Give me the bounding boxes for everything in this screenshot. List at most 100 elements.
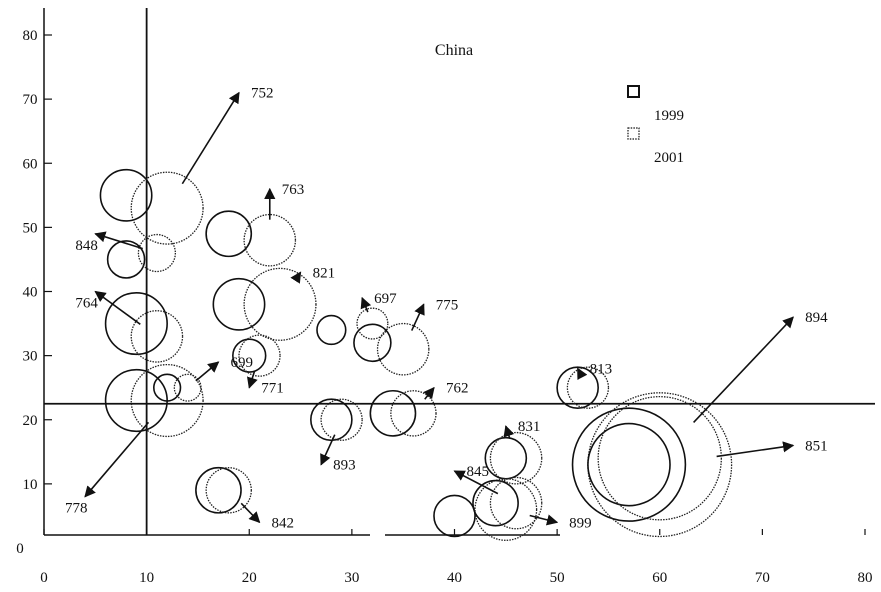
bubble-2001-763 — [243, 213, 297, 267]
legend: 1999 2001 — [627, 85, 684, 166]
bubble-1999-813 — [556, 366, 599, 410]
arrow-771 — [246, 371, 258, 389]
x-tick-label-70: 70 — [755, 570, 770, 586]
bubble-2001-893 — [320, 398, 363, 441]
legend-label-1999: 1999 — [654, 108, 684, 124]
chart-title: China — [435, 42, 473, 59]
arrow-775 — [410, 303, 425, 331]
bubble-2001-821 — [243, 267, 317, 341]
arrow-764 — [94, 290, 141, 325]
bubble-2001-851 — [587, 392, 733, 538]
point-labels: 752 763 848 821 764 697 775 771 699 778 893 762 813 8… — [65, 86, 828, 532]
bubble-1999-752 — [99, 168, 153, 222]
bubble-2001-778 — [130, 363, 204, 438]
bubble-1999-831 — [484, 436, 528, 480]
arrow-899 — [529, 514, 559, 526]
bubble-1999-762 — [369, 389, 417, 437]
point-label-764: 764 — [75, 296, 98, 312]
point-label-697: 697 — [374, 291, 397, 307]
bubble-1999-697 — [316, 314, 347, 346]
point-label-778: 778 — [65, 501, 88, 517]
arrow-893 — [320, 434, 336, 466]
bubble-1999-845 — [472, 479, 519, 527]
point-label-894: 894 — [805, 310, 828, 326]
bubble-2001-697 — [356, 307, 389, 340]
x-tick-label-40: 40 — [447, 570, 462, 586]
bubble-1999-821 — [212, 277, 266, 331]
y-tick-label-80: 80 — [23, 28, 38, 44]
legend-label-2001: 2001 — [654, 150, 684, 166]
bubbles — [99, 168, 733, 541]
y-tick-label-10: 10 — [23, 477, 38, 493]
point-label-845: 845 — [467, 464, 490, 480]
x-tick-label-0: 0 — [40, 570, 48, 586]
bubble-2001-762 — [390, 390, 437, 437]
arrow-842 — [240, 502, 261, 524]
bubble-2001-894 — [597, 395, 722, 521]
point-label-848: 848 — [75, 238, 98, 254]
point-label-813: 813 — [590, 361, 613, 377]
arrow-699 — [195, 361, 220, 382]
arrow-778 — [84, 421, 150, 498]
bubble-2001-848 — [137, 233, 177, 273]
bubble-2001-842 — [205, 467, 252, 514]
x-tick-label-10: 10 — [139, 570, 154, 586]
arrow-752 — [181, 91, 240, 185]
x-tick-label-50: 50 — [550, 570, 565, 586]
y-tick-label-40: 40 — [23, 285, 38, 301]
bubble-2001-813 — [566, 366, 610, 409]
bubble-1999-851 — [571, 407, 687, 522]
bubble-2001-764 — [130, 310, 184, 363]
point-label-831: 831 — [518, 419, 541, 435]
legend-marker-2001 — [627, 127, 640, 140]
point-label-842: 842 — [272, 515, 295, 531]
bubble-2001-771 — [238, 334, 281, 377]
arrow-894 — [693, 316, 794, 423]
bubble-1999-778 — [104, 368, 168, 433]
point-label-762: 762 — [446, 381, 469, 397]
bubble-2001-845 — [489, 476, 543, 530]
x-tick-label-20: 20 — [242, 570, 257, 586]
bubble-1999-894 — [587, 422, 671, 507]
y-origin-label: 0 — [16, 541, 24, 557]
arrow-762 — [423, 386, 435, 400]
axes: 10 20 30 40 50 60 70 80 00 10 20 30 40 50 60 70 80 — [16, 8, 873, 586]
point-label-851: 851 — [805, 438, 828, 454]
bubble-1999-899 — [433, 494, 476, 538]
point-label-821: 821 — [313, 265, 336, 281]
x-tick-label-60: 60 — [652, 570, 667, 586]
bubble-2001-831 — [489, 431, 543, 485]
reference-lines — [44, 8, 875, 535]
arrow-851 — [716, 441, 795, 458]
legend-marker-1999 — [627, 85, 640, 98]
y-tick-label-60: 60 — [23, 156, 38, 172]
bubble-2001-699 — [173, 373, 202, 402]
point-label-763: 763 — [282, 182, 305, 198]
y-tick-label-30: 30 — [23, 349, 38, 365]
point-label-752: 752 — [251, 86, 273, 102]
arrow-697 — [360, 296, 372, 313]
arrow-845 — [453, 470, 499, 495]
arrows — [84, 91, 795, 526]
bubble-2001-775 — [376, 322, 430, 376]
arrow-813 — [576, 367, 588, 380]
bubble-1999-848 — [106, 240, 146, 279]
point-label-771: 771 — [261, 381, 284, 397]
arrow-848 — [94, 231, 144, 250]
bubble-1999-763 — [205, 210, 253, 258]
bubble-1999-893 — [310, 398, 353, 442]
arrow-831 — [503, 425, 515, 439]
bubble-2001-899 — [474, 478, 538, 541]
bubble-1999-842 — [195, 466, 242, 514]
y-tick-label-70: 70 — [23, 92, 38, 108]
point-label-699: 699 — [230, 355, 253, 371]
y-tick-label-20: 20 — [23, 413, 38, 429]
bubble-1999-771 — [232, 338, 267, 373]
point-label-893: 893 — [333, 458, 356, 474]
point-label-899: 899 — [569, 515, 592, 531]
point-label-775: 775 — [436, 297, 459, 313]
bubble-2001-752 — [130, 171, 204, 245]
x-tick-label-30: 30 — [344, 570, 359, 586]
